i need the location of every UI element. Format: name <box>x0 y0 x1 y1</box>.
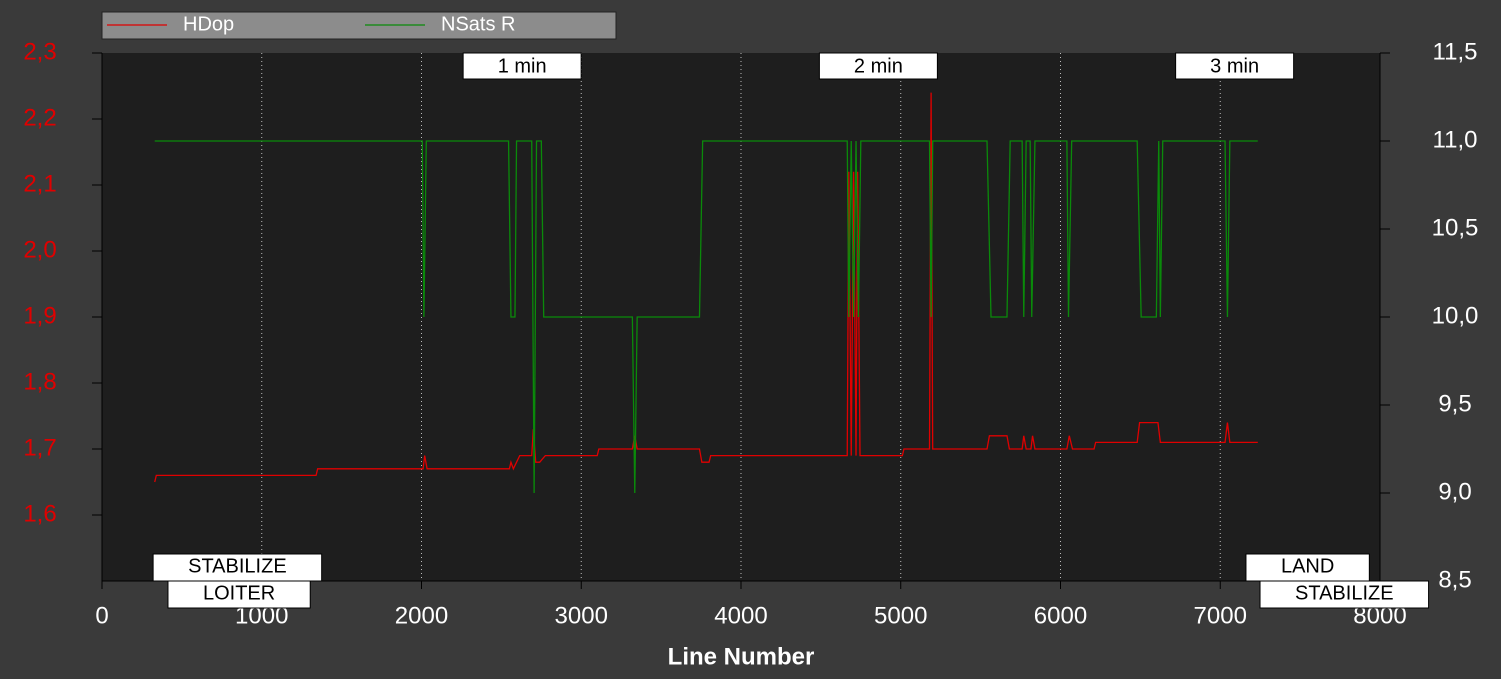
mode-label: LOITER <box>203 582 275 604</box>
mode-label: LAND <box>1281 555 1334 577</box>
x-tick-label: 3000 <box>555 602 608 629</box>
y2-tick-label: 9,5 <box>1438 390 1471 417</box>
annotation-label: 2 min <box>854 55 903 77</box>
series-line <box>154 140 1258 494</box>
y-tick-label: 1,7 <box>23 434 56 461</box>
mode-box <box>1259 580 1430 609</box>
x-tick-label: 4000 <box>714 602 767 629</box>
annotation-label: 3 min <box>1210 55 1259 77</box>
annotation-box <box>1175 52 1295 80</box>
mode-box <box>152 553 323 582</box>
y2-tick-label: 10,0 <box>1432 302 1479 329</box>
y-tick-label: 2,1 <box>23 170 56 197</box>
y-tick-label: 2,0 <box>23 236 56 263</box>
mode-label: STABILIZE <box>1295 582 1394 604</box>
legend-label: HDop <box>183 13 234 35</box>
x-tick-label: 7000 <box>1194 602 1247 629</box>
legend-box <box>101 11 617 40</box>
y-tick-label: 2,3 <box>23 38 56 65</box>
y2-tick-label: 9,0 <box>1438 478 1471 505</box>
y-tick-label: 1,8 <box>23 368 56 395</box>
y2-tick-label: 11,5 <box>1433 38 1478 65</box>
x-tick-label: 2000 <box>395 602 448 629</box>
annotation-box <box>462 52 582 80</box>
series-line <box>154 92 1258 483</box>
y2-tick-label: 8,5 <box>1438 566 1471 593</box>
mode-box <box>167 580 311 609</box>
legend-label: NSats R <box>441 13 515 35</box>
x-tick-label: 5000 <box>874 602 927 629</box>
y-tick-label: 1,6 <box>23 500 56 527</box>
y-tick-label: 1,9 <box>23 302 56 329</box>
y2-tick-label: 10,5 <box>1432 214 1479 241</box>
mode-box <box>1245 553 1370 582</box>
mode-label: STABILIZE <box>188 555 287 577</box>
annotation-box <box>818 52 938 80</box>
y2-tick-label: 11,0 <box>1433 126 1478 153</box>
x-tick-label: 0 <box>95 602 108 629</box>
x-tick-label: 6000 <box>1034 602 1087 629</box>
annotation-label: 1 min <box>498 55 547 77</box>
y-tick-label: 2,2 <box>23 104 56 131</box>
x-axis-label: Line Number <box>668 643 815 670</box>
